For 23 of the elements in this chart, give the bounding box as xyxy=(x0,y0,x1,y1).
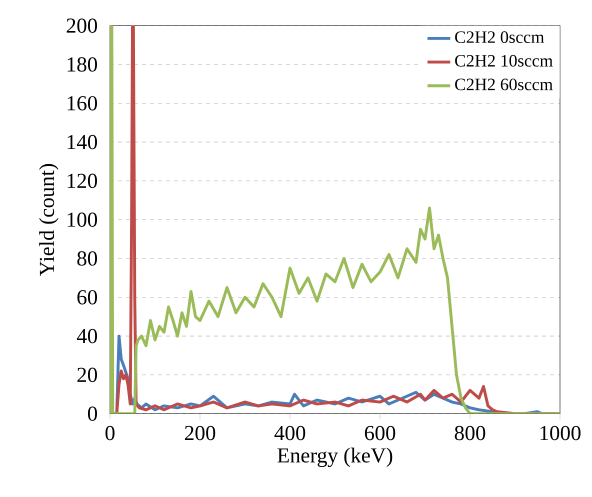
y-tick-label: 60 xyxy=(77,290,98,304)
y-tick-label: 140 xyxy=(68,134,98,150)
legend-label: C2H2 60sccm xyxy=(455,78,553,90)
y-tick-label: 180 xyxy=(68,57,98,72)
x-tick-label: 600 xyxy=(364,426,396,440)
y-axis-title: Yield (count) xyxy=(39,164,58,276)
y-tick-label: 40 xyxy=(76,328,98,344)
x-tick-label: 400 xyxy=(274,426,306,440)
y-tick-label: 200 xyxy=(66,18,98,33)
x-tick-label: 200 xyxy=(184,426,216,440)
y-tick-label: 120 xyxy=(68,174,98,188)
x-axis-title: Energy (keV) xyxy=(277,448,392,468)
legend-label: C2H2 10sccm xyxy=(455,54,553,67)
y-tick-label: 100 xyxy=(68,212,98,227)
y-tick-label: 80 xyxy=(77,251,98,266)
x-tick-label: 800 xyxy=(454,426,486,440)
y-tick-label: 0 xyxy=(88,406,98,421)
y-tick-label: 20 xyxy=(77,368,98,382)
legend-label: C2H2 0sccm xyxy=(455,31,544,43)
x-tick-label: 0 xyxy=(105,426,115,440)
line-series xyxy=(110,26,560,414)
y-tick-label: 160 xyxy=(68,96,98,110)
x-tick-label: 1000 xyxy=(540,426,581,440)
